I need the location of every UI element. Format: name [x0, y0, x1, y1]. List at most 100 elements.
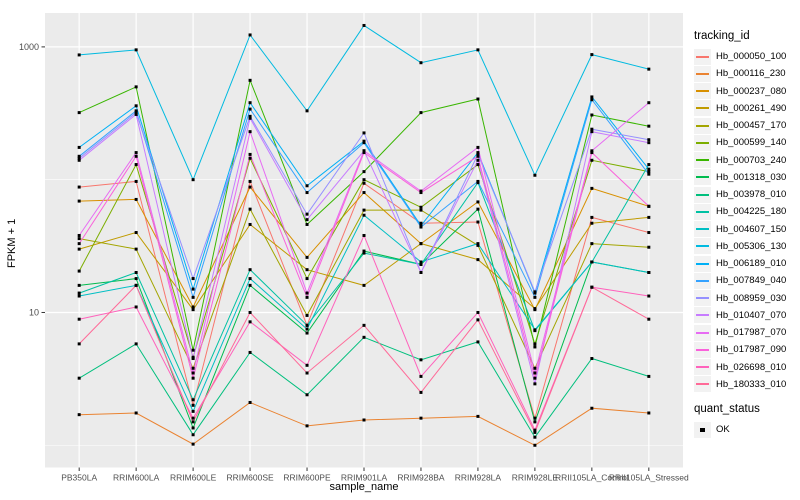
data-point-marker [134, 179, 138, 183]
data-point-marker [305, 191, 309, 195]
data-point-marker [362, 283, 366, 287]
data-point-marker [77, 247, 81, 251]
data-point-marker [134, 48, 138, 52]
legend-color-line [696, 141, 709, 144]
legend-color-line [696, 90, 709, 93]
data-point-marker [362, 141, 366, 145]
data-point-marker [533, 328, 537, 332]
data-point-marker [362, 191, 366, 195]
data-point-marker [134, 109, 138, 113]
legend-color-line [696, 245, 709, 248]
data-point-marker [134, 197, 138, 201]
data-point-marker [191, 178, 195, 182]
data-point-marker [362, 335, 366, 339]
data-point-marker [362, 249, 366, 253]
legend-item-label: Hb_000261_490 [716, 102, 787, 114]
data-point-marker [77, 291, 81, 295]
legend-color-line [696, 159, 709, 162]
data-point-marker [248, 107, 252, 111]
data-point-marker [77, 342, 81, 346]
data-point-marker [305, 222, 309, 226]
data-point-marker [248, 310, 252, 314]
data-point-marker [476, 154, 480, 158]
data-point-marker [590, 130, 594, 134]
legend-item-label: Hb_000050_100 [716, 51, 787, 63]
x-axis-title: sample_name [329, 481, 399, 493]
y-tick-label: 10 [29, 307, 39, 317]
data-point-marker [77, 242, 81, 246]
data-point-marker [134, 277, 138, 281]
data-point-marker [134, 411, 138, 415]
data-point-marker [362, 323, 366, 327]
data-point-marker [533, 382, 537, 386]
x-tick-label: RRIM928BA [397, 473, 445, 483]
legend-item-label: Hb_004607_150 [716, 223, 787, 235]
data-point-marker [533, 307, 537, 311]
data-point-marker [362, 170, 366, 174]
data-point-marker [533, 345, 537, 349]
data-point-marker [191, 295, 195, 299]
x-tick-label: RRIM600LA [113, 473, 160, 483]
data-point-marker [476, 158, 480, 162]
data-point-marker [191, 366, 195, 370]
data-point-marker [590, 406, 594, 410]
data-point-marker [134, 111, 138, 115]
legend-item: Hb_017987_090 [694, 341, 798, 358]
data-point-marker [590, 357, 594, 361]
data-point-marker [590, 221, 594, 225]
data-point-marker [305, 327, 309, 331]
legend-item: Hb_003978_010 [694, 186, 798, 203]
data-point-marker [191, 305, 195, 309]
legend-item: Hb_026698_010 [694, 359, 798, 376]
data-point-marker [191, 376, 195, 380]
data-point-marker [77, 145, 81, 149]
data-point-marker [248, 101, 252, 105]
data-point-marker [248, 130, 252, 134]
data-point-marker [134, 151, 138, 155]
data-point-marker [305, 277, 309, 281]
data-point-marker [647, 231, 651, 235]
data-point-marker [191, 277, 195, 281]
data-point-marker [533, 435, 537, 439]
legend-item-label: Hb_000237_080 [716, 85, 787, 97]
legend-color-line [696, 279, 709, 282]
quant-status-item: OK [694, 421, 798, 438]
data-point-marker [191, 357, 195, 361]
data-point-marker [533, 371, 537, 375]
data-point-marker [533, 366, 537, 370]
legend-title-tracking-id: tracking_id [694, 30, 750, 42]
data-point-marker [419, 358, 423, 362]
data-point-marker [476, 318, 480, 322]
legend-item: Hb_017987_070 [694, 324, 798, 341]
data-point-marker [134, 104, 138, 108]
legend-color-line [696, 176, 709, 179]
legend: tracking_id Hb_000050_100 Hb_000116_230 Hb… [694, 30, 798, 438]
data-point-marker [248, 268, 252, 272]
legend-item: Hb_000050_100 [694, 48, 798, 65]
data-point-marker [362, 151, 366, 155]
data-point-marker [305, 184, 309, 188]
data-point-marker [647, 170, 651, 174]
legend-key-line-icon [694, 290, 711, 307]
ok-square-marker-icon [700, 427, 705, 433]
data-point-marker [248, 350, 252, 354]
legend-entries: Hb_000050_100 Hb_000116_230 Hb_000237_080 H… [694, 48, 798, 393]
data-point-marker [476, 340, 480, 344]
data-point-marker [248, 185, 252, 189]
data-point-marker [305, 323, 309, 327]
data-point-marker [305, 218, 309, 222]
data-point-marker [305, 424, 309, 428]
data-point-marker [647, 411, 651, 415]
data-point-marker [362, 23, 366, 27]
data-point-marker [647, 167, 651, 171]
data-point-marker [533, 430, 537, 434]
legend-item-label: Hb_017987_070 [716, 327, 787, 339]
legend-color-line [696, 297, 709, 300]
legend-key-line-icon [694, 48, 711, 65]
data-point-marker [362, 131, 366, 135]
data-point-marker [77, 317, 81, 321]
data-point-marker [419, 225, 423, 229]
data-point-marker [590, 186, 594, 190]
data-point-marker [362, 178, 366, 182]
